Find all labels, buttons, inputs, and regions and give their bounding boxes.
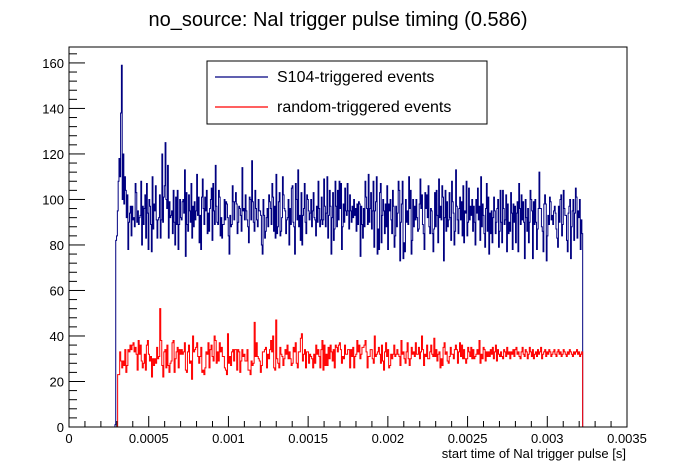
y-tick-label: 100 bbox=[42, 192, 64, 207]
x-tick-label: 0.003 bbox=[531, 431, 564, 446]
axes-layer: 0 20 40 60 80 100 120 140 160 0 0.0005 0.001 0.0015 0… bbox=[42, 53, 647, 446]
x-tick-label: 0.0005 bbox=[129, 431, 169, 446]
y-tick-label: 140 bbox=[42, 101, 64, 116]
x-axis-title: start time of NaI trigger pulse [s] bbox=[442, 446, 626, 461]
plot-frame bbox=[68, 46, 628, 428]
y-tick-label: 160 bbox=[42, 56, 64, 71]
x-tick-label: 0.0035 bbox=[607, 431, 647, 446]
x-tick-label: 0 bbox=[65, 431, 72, 446]
y-tick-label: 120 bbox=[42, 147, 64, 162]
legend-label-s104: S104-triggered events bbox=[277, 69, 434, 86]
y-tick-label: 0 bbox=[57, 420, 64, 435]
x-tick-label: 0.001 bbox=[212, 431, 245, 446]
y-tick-label: 40 bbox=[50, 329, 64, 344]
legend-box bbox=[206, 60, 488, 125]
chart-title: no_source: NaI trigger pulse timing (0.5… bbox=[148, 9, 527, 31]
y-tick-label: 80 bbox=[50, 238, 64, 253]
y-tick-label: 60 bbox=[50, 283, 64, 298]
series-layer bbox=[69, 64, 627, 428]
legend-label-random: random-triggered events bbox=[277, 99, 451, 116]
x-tick-label: 0.002 bbox=[372, 431, 405, 446]
y-tick-label: 20 bbox=[50, 374, 64, 389]
series-line-0 bbox=[69, 64, 627, 428]
x-tick-label: 0.0015 bbox=[288, 431, 328, 446]
legend: S104-triggered events random-triggered e… bbox=[206, 60, 488, 125]
series-line-1 bbox=[69, 308, 627, 428]
x-tick-label: 0.0025 bbox=[448, 431, 488, 446]
